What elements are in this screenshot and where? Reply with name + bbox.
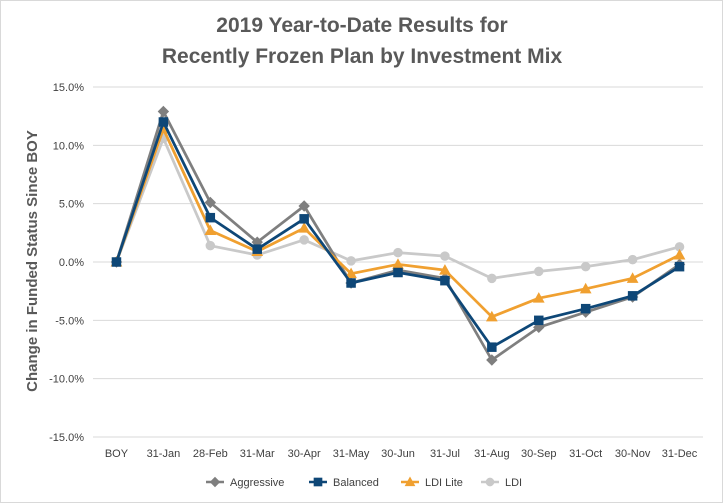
legend-item-aggressive: Aggressive [206,476,284,489]
series-layer [110,105,686,366]
legend-label-ldi: LDI [505,477,522,489]
y-tick-label: 5.0% [59,199,84,211]
series-line-balanced [115,120,681,349]
legend-item-balanced: Balanced [309,477,379,489]
x-tick-label: 30-Sep [521,448,556,460]
data-point-ldi [534,266,544,277]
data-point-balanced [440,275,450,286]
x-tick-label: 31-Jan [147,448,181,460]
data-point-ldi-lite [626,272,639,283]
x-tick-label: 31-Jul [430,448,460,460]
data-point-ldi [205,240,216,251]
data-point-ldi [627,254,638,265]
data-point-ldi-lite [204,224,217,235]
data-point-balanced [252,244,262,254]
data-point-ldi [393,247,403,258]
legend-marker-ldi [485,477,495,487]
x-tick-label: 31-May [333,448,370,460]
chart-title-line-1: 2019 Year-to-Date Results for [216,14,507,37]
data-point-ldi [299,235,309,245]
legend: Aggressive Balanced LDI Lite LDI [206,476,522,489]
data-point-ldi [487,273,497,284]
gridlines [93,86,703,438]
y-tick-label: -15.0% [49,432,84,444]
x-tick-label: 31-Dec [662,448,698,460]
legend-marker-ldi-lite [404,476,416,487]
data-point-aggressive [486,354,498,366]
legend-label-ldi-lite: LDI Lite [425,477,463,489]
data-point-ldi-lite [673,248,686,260]
series-ldi-lite [110,122,686,322]
y-tick-label: 0.0% [59,257,84,269]
data-point-balanced [346,278,356,288]
data-point-balanced [627,291,638,301]
x-tick-label: 31-Aug [474,448,509,460]
data-point-balanced [534,315,544,326]
y-tick-label: 15.0% [53,82,84,94]
data-point-ldi-lite [345,267,357,279]
data-point-balanced [205,212,216,223]
data-point-ldi [580,261,591,272]
series-balanced [111,117,685,352]
data-point-aggressive [204,196,217,209]
y-axis-ticks: 15.0% 10.0% 5.0% 0.0% -5.0% -10.0% -15.0% [49,82,84,444]
x-tick-label: BOY [105,448,129,460]
data-point-balanced [393,267,403,278]
y-tick-label: -5.0% [55,315,84,327]
x-axis-ticks: BOY 31-Jan 28-Feb 31-Mar 30-Apr 31-May 30-Jun 3… [105,448,698,460]
data-point-balanced [487,342,497,352]
x-tick-label: 30-Nov [615,448,651,460]
series-line-aggressive [115,110,681,362]
y-tick-label: -10.0% [49,374,84,386]
x-tick-label: 28-Feb [193,448,228,460]
chart-title-line-2: Recently Frozen Plan by Investment Mix [162,45,563,68]
data-point-ldi-lite [298,222,311,233]
data-point-ldi [346,256,356,266]
legend-label-aggressive: Aggressive [230,477,284,489]
y-tick-label: 10.0% [53,140,84,152]
data-point-ldi-lite [532,292,545,303]
x-tick-label: 30-Apr [288,448,321,460]
x-tick-label: 31-Mar [240,448,275,460]
legend-item-ldi-lite: LDI Lite [401,476,463,489]
x-tick-label: 31-Oct [569,448,602,460]
data-point-ldi-lite [439,264,451,275]
x-tick-label: 30-Jun [381,448,415,460]
legend-label-balanced: Balanced [333,477,379,489]
legend-marker-aggressive [209,476,221,488]
data-point-balanced [299,214,309,224]
data-point-ldi-lite [485,310,498,322]
data-point-ldi [440,251,450,261]
data-point-balanced [580,303,591,314]
y-axis-title: Change in Funded Status Since BOY [24,130,41,392]
legend-marker-balanced [313,477,323,487]
data-point-aggressive [298,200,310,212]
data-point-aggressive [157,105,170,118]
data-point-ldi-lite [579,282,592,294]
legend-item-ldi: LDI [481,477,522,489]
data-point-balanced [111,257,122,267]
data-point-balanced [158,117,169,127]
data-point-balanced [674,261,685,272]
